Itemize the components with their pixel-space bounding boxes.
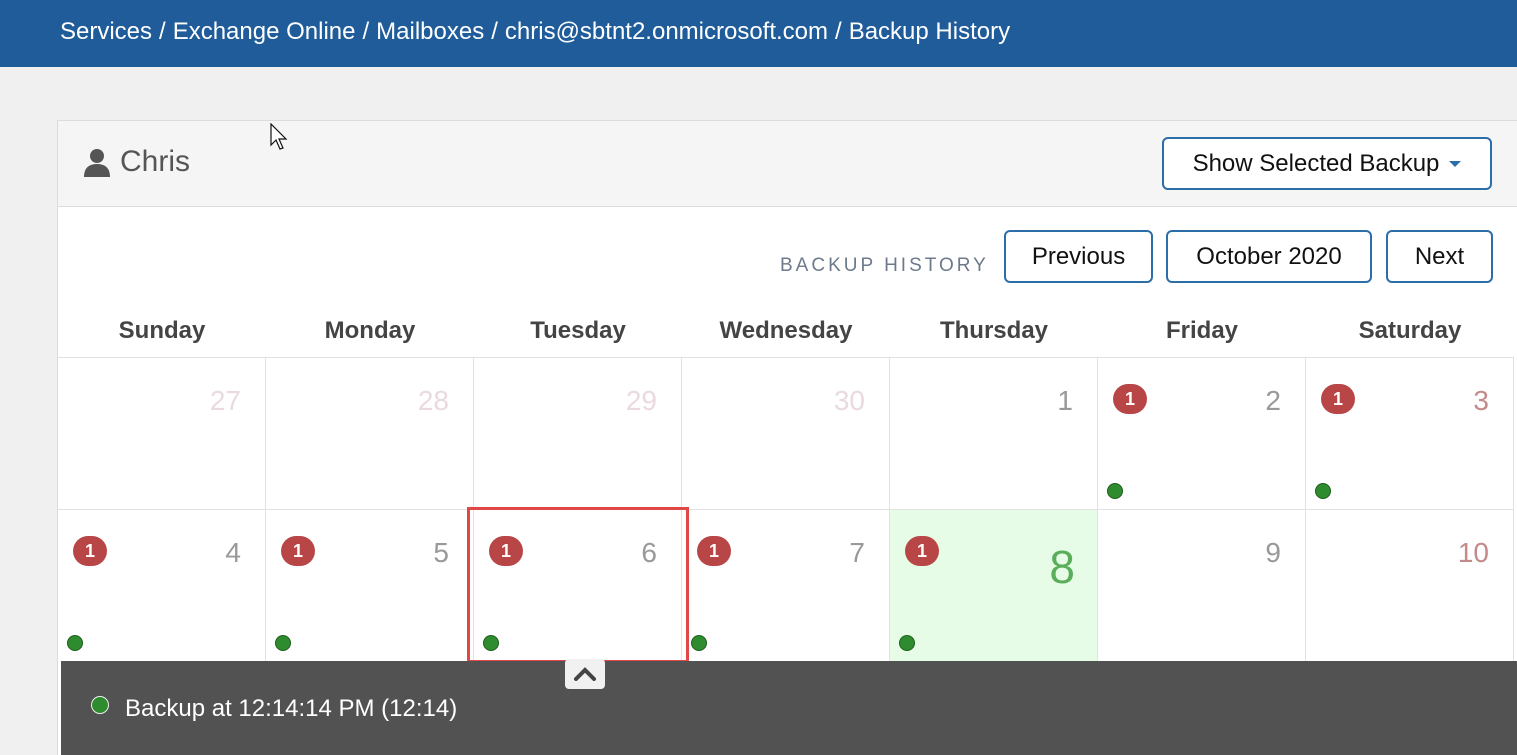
- day-number: 4: [225, 537, 241, 568]
- calendar-day-0-4[interactable]: 1: [890, 357, 1098, 509]
- user-icon: [84, 149, 110, 177]
- calendar-day-0-2[interactable]: 29: [474, 357, 682, 509]
- day-number: 5: [433, 537, 449, 568]
- backup-count-badge: 1: [1113, 384, 1147, 414]
- backup-count-badge: 1: [73, 536, 107, 566]
- mouse-cursor-icon: [270, 123, 288, 150]
- day-number: 30: [833, 385, 865, 416]
- breadcrumb-mailboxes[interactable]: Mailboxes: [376, 18, 485, 45]
- section-label: BACKUP HISTORY: [780, 255, 989, 276]
- day-number: 6: [641, 537, 657, 568]
- show-selected-backup-button[interactable]: Show Selected Backup: [1162, 137, 1492, 190]
- day-number: 8: [1049, 541, 1075, 593]
- selected-day-highlight: [467, 507, 689, 663]
- previous-button[interactable]: Previous: [1004, 230, 1153, 283]
- day-number: 29: [625, 385, 657, 416]
- show-selected-backup-label: Show Selected Backup: [1192, 149, 1440, 177]
- weekday-4: Thursday: [939, 317, 1049, 344]
- month-button[interactable]: October 2020: [1166, 230, 1372, 283]
- backup-status-dot[interactable]: [899, 635, 915, 651]
- backup-status-dot[interactable]: [1107, 483, 1123, 499]
- collapse-button[interactable]: [565, 659, 605, 689]
- weekday-3: Wednesday: [719, 317, 853, 344]
- day-number: 9: [1265, 537, 1281, 568]
- calendar-day-0-1[interactable]: 28: [266, 357, 474, 509]
- user-heading: Chris: [82, 145, 190, 179]
- breadcrumb-services[interactable]: Services: [60, 18, 153, 45]
- backup-count-badge: 1: [697, 536, 731, 566]
- weekday-1: Monday: [324, 317, 416, 344]
- backup-count-badge: 1: [905, 536, 939, 566]
- day-number: 1: [1057, 385, 1073, 416]
- weekday-0: Sunday: [118, 317, 206, 344]
- backup-count-badge: 1: [489, 536, 523, 566]
- backup-status-dot[interactable]: [275, 635, 291, 651]
- backup-popover: Backup at 12:14:14 PM (12:14): [61, 661, 1517, 755]
- breadcrumb-current: Backup History: [848, 18, 1011, 45]
- breadcrumb-exchange-online[interactable]: Exchange Online: [172, 18, 356, 45]
- panel-header: Chris Show Selected Backup: [58, 121, 1517, 207]
- calendar-day-1-6[interactable]: 10: [1306, 509, 1514, 661]
- weekday-5: Friday: [1165, 317, 1239, 344]
- backup-status-dot[interactable]: [1315, 483, 1331, 499]
- calendar-day-0-3[interactable]: 30: [682, 357, 890, 509]
- next-button[interactable]: Next: [1386, 230, 1493, 283]
- calendar-day-1-5[interactable]: 9: [1098, 509, 1306, 661]
- backup-status-dot[interactable]: [483, 635, 499, 651]
- calendar-day-0-0[interactable]: 27: [58, 357, 266, 509]
- backup-status-dot: [91, 696, 109, 714]
- backup-status-dot[interactable]: [691, 635, 707, 651]
- day-number: 28: [417, 385, 449, 416]
- backup-count-badge: 1: [1321, 384, 1355, 414]
- top-bar: Services / Exchange Online / Mailboxes / chris…: [0, 0, 1517, 67]
- breadcrumb-mailbox[interactable]: chris@sbtnt2.onmicrosoft.com: [504, 18, 829, 45]
- day-number: 27: [209, 385, 241, 416]
- breadcrumb: Services / Exchange Online / Mailboxes / chris…: [60, 18, 1011, 45]
- backup-status-dot[interactable]: [67, 635, 83, 651]
- day-number: 7: [849, 537, 865, 568]
- user-name: Chris: [120, 145, 191, 178]
- day-number: 10: [1457, 537, 1489, 568]
- caret-down-icon: [1449, 160, 1462, 167]
- chevron-up-icon: [574, 667, 596, 681]
- backup-entry-label: Backup at 12:14:14 PM (12:14): [125, 695, 458, 722]
- weekday-6: Saturday: [1358, 317, 1462, 344]
- day-number: 3: [1473, 385, 1489, 416]
- backup-count-badge: 1: [281, 536, 315, 566]
- backup-history-panel: Chris Show Selected Backup BACKUP HISTOR…: [57, 120, 1517, 755]
- day-number: 2: [1265, 385, 1281, 416]
- weekday-2: Tuesday: [530, 317, 626, 344]
- backup-entry[interactable]: Backup at 12:14:14 PM (12:14): [91, 695, 457, 723]
